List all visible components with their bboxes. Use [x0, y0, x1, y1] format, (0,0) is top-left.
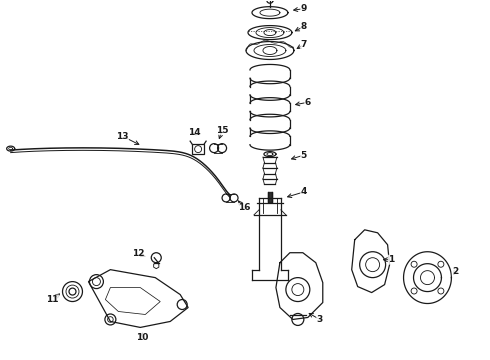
Text: 10: 10	[136, 333, 148, 342]
Text: 7: 7	[301, 40, 307, 49]
Text: 6: 6	[305, 98, 311, 107]
Text: 12: 12	[132, 249, 145, 258]
Text: 13: 13	[116, 132, 128, 141]
Text: 1: 1	[389, 255, 395, 264]
Text: 3: 3	[317, 315, 323, 324]
Text: 15: 15	[216, 126, 228, 135]
Text: 5: 5	[301, 150, 307, 159]
Text: 11: 11	[46, 295, 59, 304]
Text: 2: 2	[452, 267, 459, 276]
Text: 14: 14	[188, 128, 200, 137]
Text: 4: 4	[301, 188, 307, 197]
Text: 8: 8	[301, 22, 307, 31]
Text: 16: 16	[238, 203, 250, 212]
Text: 9: 9	[301, 4, 307, 13]
Bar	[192, 144, 204, 154]
